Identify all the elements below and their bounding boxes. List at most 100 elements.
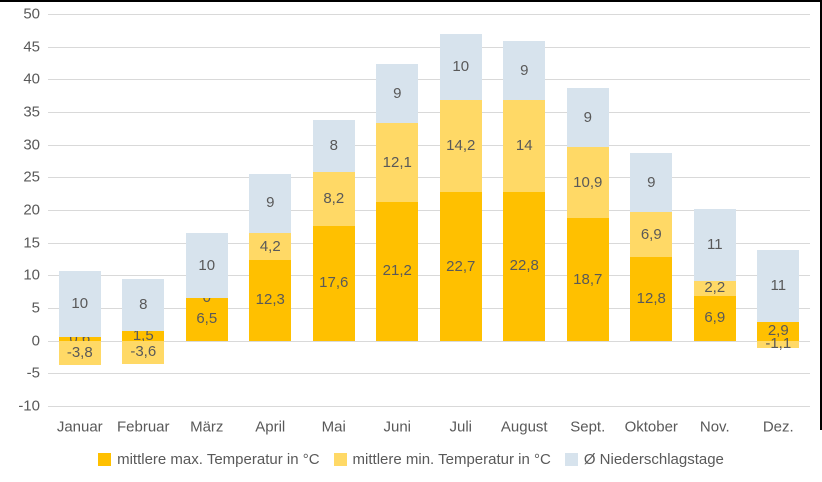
bar-segment-label: 2,9 (767, 322, 789, 340)
bar-segment-label: 8 (329, 136, 338, 154)
bar-segment (58, 340, 101, 366)
gridline (48, 210, 810, 211)
x-category-label: Januar (56, 418, 103, 436)
bar-segment-label: 12,3 (255, 291, 285, 309)
bar-segment-label: 18,7 (573, 270, 603, 288)
bar-segment (249, 174, 292, 233)
bar-segment-label: 8,2 (323, 189, 345, 207)
bar-segment (566, 88, 609, 148)
legend-item: mittlere min. Temperatur in °C (333, 450, 551, 468)
x-category-label: Mai (321, 418, 346, 436)
x-category-label: März (190, 418, 224, 436)
x-category-label: Sept. (570, 418, 606, 436)
bar-segment-label: 14,2 (446, 136, 476, 154)
bar-segment-label: 22,7 (446, 257, 476, 275)
bar-segment-label: 2,2 (704, 279, 726, 297)
gridline (48, 341, 810, 342)
bar-segment (630, 153, 673, 212)
bar-segment-label: 9 (266, 194, 275, 212)
x-category-label: August (500, 418, 548, 436)
bar-segment-label: 17,6 (319, 274, 349, 292)
bar-segment-label: 9 (520, 61, 529, 79)
bar-segment (376, 202, 419, 341)
bar-segment (249, 260, 292, 341)
y-axis-tick-label: 10 (23, 266, 40, 284)
legend-item: Ø Niederschlagstage (564, 450, 724, 468)
bar-segment-label: 9 (583, 108, 592, 126)
x-category-label: Nov. (699, 418, 730, 436)
bar-segment-label: 12,1 (382, 153, 412, 171)
bar-segment-label: 6,5 (196, 310, 218, 328)
chart-legend: mittlere max. Temperatur in °C mittlere m… (0, 446, 822, 472)
legend-label: mittlere max. Temperatur in °C (117, 450, 320, 468)
y-axis-tick-label: 25 (23, 168, 40, 186)
bar-segment (757, 321, 800, 341)
gridline (48, 177, 810, 178)
bar-segment (376, 64, 419, 124)
bar-segment-label: 10 (198, 256, 216, 274)
gridline (48, 112, 810, 113)
bar-segment-label: 10,9 (573, 173, 603, 191)
bar-segment (693, 295, 736, 341)
bar-segment-label: 11 (770, 276, 787, 294)
y-axis-tick-label: -5 (26, 364, 40, 382)
y-axis-tick-label: 0 (31, 332, 40, 350)
y-axis-tick-label: 45 (23, 38, 40, 56)
y-axis-tick-label: -10 (18, 397, 40, 415)
bar-segment-label: 11 (706, 236, 723, 254)
gridline (48, 243, 810, 244)
y-axis-tick-label: 15 (23, 234, 40, 252)
bar-segment-label: 10 (71, 295, 89, 313)
bar-segment (566, 147, 609, 219)
legend-label: mittlere min. Temperatur in °C (352, 450, 551, 468)
bar-segment (693, 281, 736, 296)
legend-item: mittlere max. Temperatur in °C (98, 450, 320, 468)
bar-segment-label: 22,8 (509, 257, 539, 275)
bar-segment (566, 218, 609, 341)
right-border (820, 0, 822, 430)
bar-segment (757, 249, 800, 322)
gridline (48, 406, 810, 407)
bar-segment (757, 340, 800, 348)
bar-segment-label: -1,1 (765, 335, 792, 353)
y-axis-tick-label: 5 (31, 299, 40, 317)
bar-segment-label: 14 (515, 136, 533, 154)
x-category-label: Juli (449, 418, 473, 436)
x-category-label: April (255, 418, 286, 436)
bar-segment (693, 209, 736, 282)
y-axis-tick-label: 40 (23, 70, 40, 88)
legend-swatch-icon (98, 452, 112, 466)
bar-segment (312, 172, 355, 226)
bar-segment (122, 340, 165, 365)
gridline (48, 373, 810, 374)
gridline (48, 47, 810, 48)
y-axis-tick-label: 35 (23, 103, 40, 121)
bar-segment (185, 298, 228, 341)
bar-segment (439, 34, 482, 100)
bar-segment (312, 225, 355, 341)
y-axis-tick-label: 30 (23, 136, 40, 154)
bar-segment-label: -3,8 (66, 344, 93, 362)
bar-segment-label: 21,2 (382, 262, 412, 280)
bar-segment-label: 6,9 (640, 225, 662, 243)
gridline (48, 275, 810, 276)
gridline (48, 79, 810, 80)
bar-segment (122, 278, 165, 331)
bar-segment (58, 336, 101, 341)
bar-segment-label: 9 (647, 173, 656, 191)
bar-segment (312, 119, 355, 173)
x-category-label: Juni (383, 418, 412, 436)
bar-segment (185, 232, 228, 299)
bar-segment-label: 9 (393, 84, 402, 102)
bar-segment (503, 100, 546, 192)
gridline (48, 145, 810, 146)
gridline (48, 308, 810, 309)
legend-label: Ø Niederschlagstage (583, 450, 724, 468)
bar-segment-label: 12,8 (636, 289, 666, 307)
y-axis-tick-label: 50 (23, 5, 40, 23)
y-axis-tick-label: 20 (23, 201, 40, 219)
bar-segment-label: 1,5 (132, 326, 154, 344)
bar-segment (630, 257, 673, 341)
bar-segment (630, 211, 673, 258)
